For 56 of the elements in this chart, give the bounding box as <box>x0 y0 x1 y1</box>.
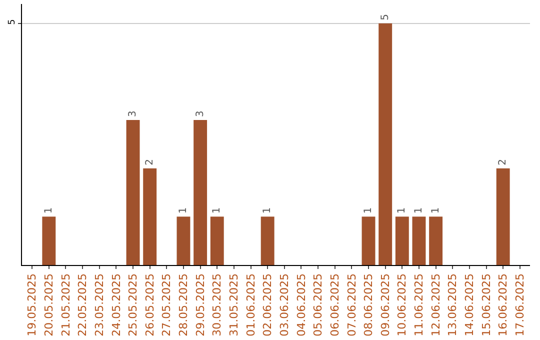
bar <box>362 216 376 265</box>
bar <box>42 216 56 265</box>
data-label: 2 <box>498 158 509 166</box>
x-tick-label: 22.05.2025 <box>76 273 90 336</box>
data-label: 1 <box>396 207 408 214</box>
data-label: 1 <box>413 207 424 214</box>
data-label: 1 <box>178 207 189 214</box>
data-label: 2 <box>144 158 156 166</box>
bar <box>143 168 157 265</box>
data-label: 3 <box>194 110 206 117</box>
x-tick-label: 19.05.2025 <box>26 273 39 336</box>
x-tick-label: 01.06.2025 <box>244 273 258 336</box>
x-tick-label: 05.06.2025 <box>312 273 325 336</box>
x-tick-label: 15.06.2025 <box>480 273 493 336</box>
x-tick-label: 21.05.2025 <box>59 273 72 336</box>
bar <box>210 216 224 265</box>
x-tick-label: 23.05.2025 <box>92 273 106 336</box>
x-tick-label: 25.05.2025 <box>126 273 140 336</box>
data-label: 1 <box>262 207 274 214</box>
bar <box>126 120 140 265</box>
x-tick-label: 06.06.2025 <box>328 273 342 336</box>
data-label: 1 <box>363 207 374 214</box>
bar <box>176 216 190 265</box>
x-tick-label: 07.06.2025 <box>345 273 358 336</box>
x-tick-label: 10.06.2025 <box>396 273 409 336</box>
bar <box>378 23 392 265</box>
x-tick-label: 03.06.2025 <box>278 273 291 336</box>
x-tick-label: 14.06.2025 <box>463 273 476 336</box>
x-tick-label: 20.05.2025 <box>42 273 56 336</box>
bar <box>429 216 443 265</box>
x-tick-label: 27.05.2025 <box>160 273 174 336</box>
x-tick-label: 31.05.2025 <box>228 273 241 336</box>
x-tick-label: 12.06.2025 <box>429 273 442 336</box>
x-tick-label: 02.06.2025 <box>261 273 274 336</box>
bar <box>496 168 510 265</box>
x-tick-label: 26.05.2025 <box>143 273 156 336</box>
x-tick-label: 11.06.2025 <box>412 273 426 336</box>
data-label: 1 <box>212 207 223 214</box>
bar <box>412 216 426 265</box>
x-tick-label: 13.06.2025 <box>446 273 460 336</box>
data-label: 5 <box>380 14 391 20</box>
x-tick-label: 29.05.2025 <box>194 273 207 336</box>
x-tick-label: 24.05.2025 <box>110 273 123 336</box>
data-label: 1 <box>430 207 442 214</box>
x-tick-label: 09.06.2025 <box>378 273 392 336</box>
x-tick-label: 08.06.2025 <box>362 273 376 336</box>
x-tick-label: 28.05.2025 <box>177 273 190 336</box>
x-tick-label: 17.06.2025 <box>513 273 526 336</box>
bar <box>395 216 409 265</box>
x-tick-label: 04.06.2025 <box>294 273 308 336</box>
bar <box>260 216 274 265</box>
data-label: 1 <box>43 207 54 214</box>
x-tick-label: 16.06.2025 <box>496 273 510 336</box>
bar <box>194 120 208 265</box>
x-tick-label: 30.05.2025 <box>210 273 224 336</box>
data-label: 3 <box>128 110 139 117</box>
